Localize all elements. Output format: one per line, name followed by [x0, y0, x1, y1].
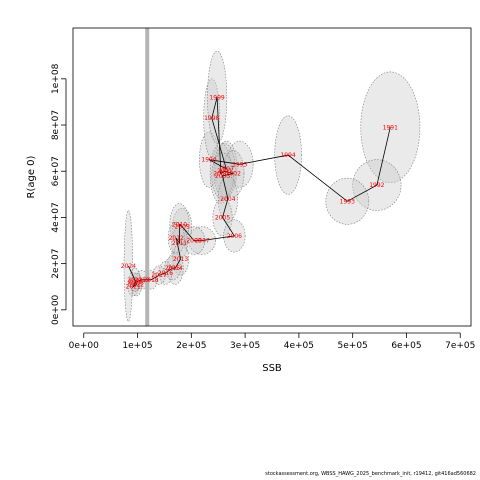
year-label-2002: 2002	[226, 171, 241, 178]
year-label-2016: 2016	[158, 270, 173, 277]
confidence-ellipses	[123, 50, 421, 322]
x-tick-label: 4e+05	[284, 341, 314, 351]
x-tick-label: 5e+05	[338, 341, 368, 351]
year-label-2001: 2001	[217, 168, 232, 175]
year-label-2010: 2010	[172, 221, 187, 228]
y-tick-label: 1e+08	[51, 63, 61, 94]
year-label-2005: 2005	[215, 214, 230, 221]
year-label-1997: 1997	[219, 166, 234, 173]
y-axis: 0e+00 2e+07 4e+07 6e+07 8e+07 1e+08	[51, 63, 67, 325]
year-label-2006: 2006	[227, 233, 242, 240]
year-label-2012: 2012	[169, 235, 184, 242]
year-label-1991: 1991	[383, 124, 398, 131]
year-label-2021: 2021	[126, 284, 141, 291]
x-tick-label: 1e+05	[122, 341, 152, 351]
year-label-2000: 2000	[213, 171, 228, 178]
x-tick-label: 7e+05	[445, 341, 475, 351]
year-label-1993: 1993	[340, 198, 355, 205]
y-tick-label: 8e+07	[51, 110, 61, 140]
x-tick-label: 0e+00	[69, 341, 100, 351]
year-label-2008: 2008	[186, 238, 201, 245]
year-label-2023: 2023	[127, 277, 142, 284]
year-label-1995: 1995	[232, 161, 247, 168]
year-label-1998: 1998	[204, 115, 219, 122]
year-label-2007: 2007	[194, 238, 209, 245]
year-label-1996: 1996	[201, 157, 216, 164]
x-tick-label: 2e+05	[176, 341, 206, 351]
y-tick-label: 4e+07	[51, 202, 61, 232]
x-axis-title: SSB	[262, 363, 282, 374]
footer-text: stockassessment.org, WBSS_HAWG_2025_benc…	[265, 471, 476, 477]
year-label-2020: 2020	[128, 279, 143, 286]
year-label-1992: 1992	[369, 182, 384, 189]
year-label-2018: 2018	[143, 277, 158, 284]
y-axis-title: R(age 0)	[26, 155, 37, 198]
year-label-2013: 2013	[173, 256, 188, 263]
year-label-2009: 2009	[175, 224, 190, 231]
y-tick-label: 2e+07	[51, 248, 61, 278]
year-label-2022: 2022	[129, 281, 144, 288]
stock-recruit-path	[128, 97, 391, 288]
x-axis: 0e+00 1e+05 2e+05 3e+05 4e+05 5e+05 6e+05 7e+05	[69, 332, 475, 351]
year-label-2011: 2011	[172, 240, 187, 247]
y-tick-label: 6e+07	[51, 156, 61, 186]
year-label-2019: 2019	[134, 277, 149, 284]
year-label-2014: 2014	[168, 265, 183, 272]
year-label-2003: 2003	[215, 173, 230, 180]
year-label-1994: 1994	[280, 152, 295, 159]
year-label-1999: 1999	[209, 94, 224, 101]
year-label-2017: 2017	[151, 272, 166, 279]
y-tick-label: 0e+00	[51, 294, 61, 325]
year-label-2015: 2015	[165, 265, 180, 272]
x-tick-label: 3e+05	[230, 341, 260, 351]
year-label-2024: 2024	[121, 263, 136, 270]
x-tick-label: 6e+05	[391, 341, 421, 351]
year-label-2004: 2004	[220, 196, 235, 203]
plot-area	[72, 27, 472, 327]
